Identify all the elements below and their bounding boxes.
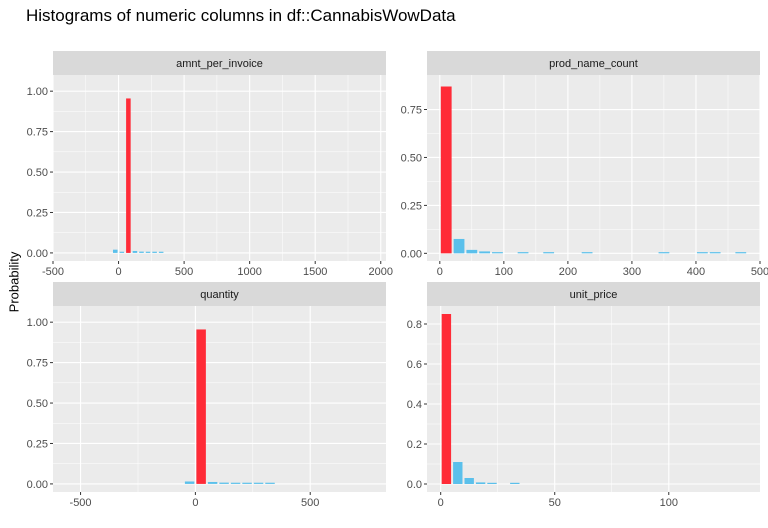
histogram-bar — [709, 252, 721, 254]
histogram-bar — [453, 238, 465, 254]
histogram-bar — [119, 251, 125, 253]
facet-strip — [427, 51, 760, 75]
y-tick-label: 0.00 — [27, 479, 48, 491]
y-tick-label: 0.00 — [27, 248, 48, 260]
histogram-bar-highlight — [126, 98, 131, 253]
histogram-bar — [453, 462, 463, 484]
x-tick-label: 200 — [559, 266, 577, 278]
histogram-bar — [132, 250, 138, 253]
chart-title: Histograms of numeric columns in df::Can… — [26, 6, 456, 25]
facet-panel-quantity: quantity 0.00 0.25 0.50 0.75 1.00 -500 0 500 — [27, 282, 386, 509]
x-tick-label: -500 — [70, 497, 92, 509]
y-tick-label: 0.75 — [27, 358, 48, 370]
y-tick-label: 0.25 — [401, 200, 422, 212]
facet-strip — [53, 282, 386, 306]
x-tick-label: 500 — [301, 497, 319, 509]
y-tick-label: 0.75 — [27, 127, 48, 139]
y-tick-label: 0.8 — [407, 319, 422, 331]
facet-strip — [427, 282, 760, 306]
histogram-bar — [265, 482, 275, 484]
histogram-bar — [207, 481, 218, 484]
y-tick-label: 0.50 — [27, 398, 48, 410]
histogram-bar — [510, 482, 520, 484]
facet-strip-label: prod_name_count — [549, 58, 638, 70]
panel-background — [427, 306, 760, 492]
y-tick-label: 1.00 — [27, 317, 48, 329]
facet-strip-label: unit_price — [570, 289, 618, 301]
histogram-bar-highlight — [441, 314, 452, 484]
histogram-bar — [145, 251, 151, 253]
x-tick-label: 0 — [192, 497, 198, 509]
facet-panel-amnt_per_invoice: amnt_per_invoice 0.00 0.25 0.50 0.75 1.00 -500… — [27, 51, 393, 278]
histogram-bar — [475, 482, 486, 484]
facet-panel-prod_name_count: prod_name_count 0.00 0.25 0.50 0.75 0 100 200 30… — [401, 51, 768, 278]
y-tick-label: 0.25 — [27, 207, 48, 219]
y-tick-label: 0.6 — [407, 359, 422, 371]
panel-background — [427, 75, 760, 261]
y-tick-label: 1.00 — [27, 86, 48, 98]
y-tick-label: 0.4 — [407, 399, 422, 411]
histogram-bar — [158, 251, 164, 253]
x-tick-label: 0 — [115, 266, 121, 278]
histogram-bar — [492, 252, 503, 254]
x-tick-label: 100 — [660, 497, 678, 509]
histogram-bar — [152, 251, 157, 253]
histogram-bar — [139, 251, 144, 253]
histogram-bar — [658, 252, 670, 254]
y-tick-label: 0.50 — [401, 152, 422, 164]
histogram-bar — [112, 249, 118, 253]
histogram-bar — [543, 252, 555, 254]
y-tick-label: 0.50 — [27, 167, 48, 179]
x-tick-label: 100 — [495, 266, 513, 278]
histogram-bar — [242, 482, 252, 484]
histogram-bar — [696, 252, 708, 254]
histogram-bar-highlight — [196, 329, 206, 484]
facet-strip-label: amnt_per_invoice — [176, 58, 263, 70]
x-tick-label: 400 — [687, 266, 705, 278]
x-tick-label: 500 — [175, 266, 193, 278]
panel-background — [53, 306, 386, 492]
histogram-bar-highlight — [440, 86, 452, 254]
y-tick-label: 0.2 — [407, 439, 422, 451]
y-tick-label: 0.25 — [27, 438, 48, 450]
histogram-bar — [219, 482, 229, 484]
x-tick-label: -500 — [42, 266, 64, 278]
histogram-bar — [581, 252, 593, 254]
facet-panel-unit_price: unit_price 0.0 0.2 0.4 0.6 0.8 0 50 100 — [407, 282, 760, 509]
histogram-bar — [184, 481, 195, 484]
facet-strip — [53, 51, 386, 75]
histogram-bar — [735, 252, 747, 254]
facet-strip-label: quantity — [200, 289, 239, 301]
panel-background — [53, 75, 386, 261]
x-tick-label: 0 — [438, 497, 444, 509]
x-tick-label: 500 — [751, 266, 768, 278]
histogram-bar — [464, 478, 474, 484]
x-tick-label: 2000 — [369, 266, 393, 278]
x-tick-label: 300 — [623, 266, 641, 278]
histogram-bar — [466, 249, 478, 254]
histogram-bar — [230, 482, 241, 484]
histogram-bar — [253, 482, 264, 484]
y-tick-label: 0.75 — [401, 105, 422, 117]
x-tick-label: 0 — [437, 266, 443, 278]
y-tick-label: 0.00 — [401, 248, 422, 260]
histogram-bar — [517, 252, 529, 254]
x-tick-label: 1500 — [303, 266, 327, 278]
y-tick-label: 0.0 — [407, 479, 422, 491]
x-tick-label: 50 — [549, 497, 561, 509]
x-tick-label: 1000 — [237, 266, 261, 278]
histogram-bar — [487, 482, 497, 484]
histogram-bar — [479, 251, 491, 254]
